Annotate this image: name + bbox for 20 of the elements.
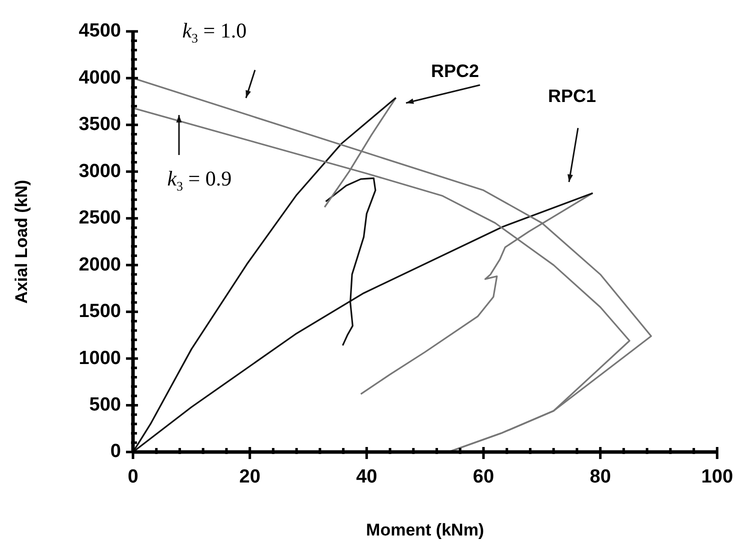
y-tick-label: 3500 [78,114,121,136]
y-tick-label: 0 [110,441,121,462]
annotation: RPC2 [430,60,480,81]
y-tick-label: 4000 [78,67,121,88]
x-tick-label: 0 [128,466,138,488]
x-tick-label: 60 [472,466,494,488]
y-axis-title: Axial Load (kN) [12,180,31,304]
y-tick-label: 4500 [78,20,121,42]
y-tick-label: 500 [89,394,121,416]
x-tick-label: 20 [239,466,260,488]
x-axis-title: Moment (kNm) [366,520,484,540]
x-tick-label: 80 [590,466,611,488]
y-tick-label: 2000 [78,254,121,276]
y-tick-label: 3000 [78,160,121,182]
y-tick-label: 1000 [78,348,121,369]
x-tick-label: 40 [356,466,378,488]
y-tick-label: 2500 [78,208,121,229]
y-tick-label: 1500 [78,301,121,322]
annotation: RPC1 [548,86,596,106]
x-tick-label: 100 [701,466,733,488]
